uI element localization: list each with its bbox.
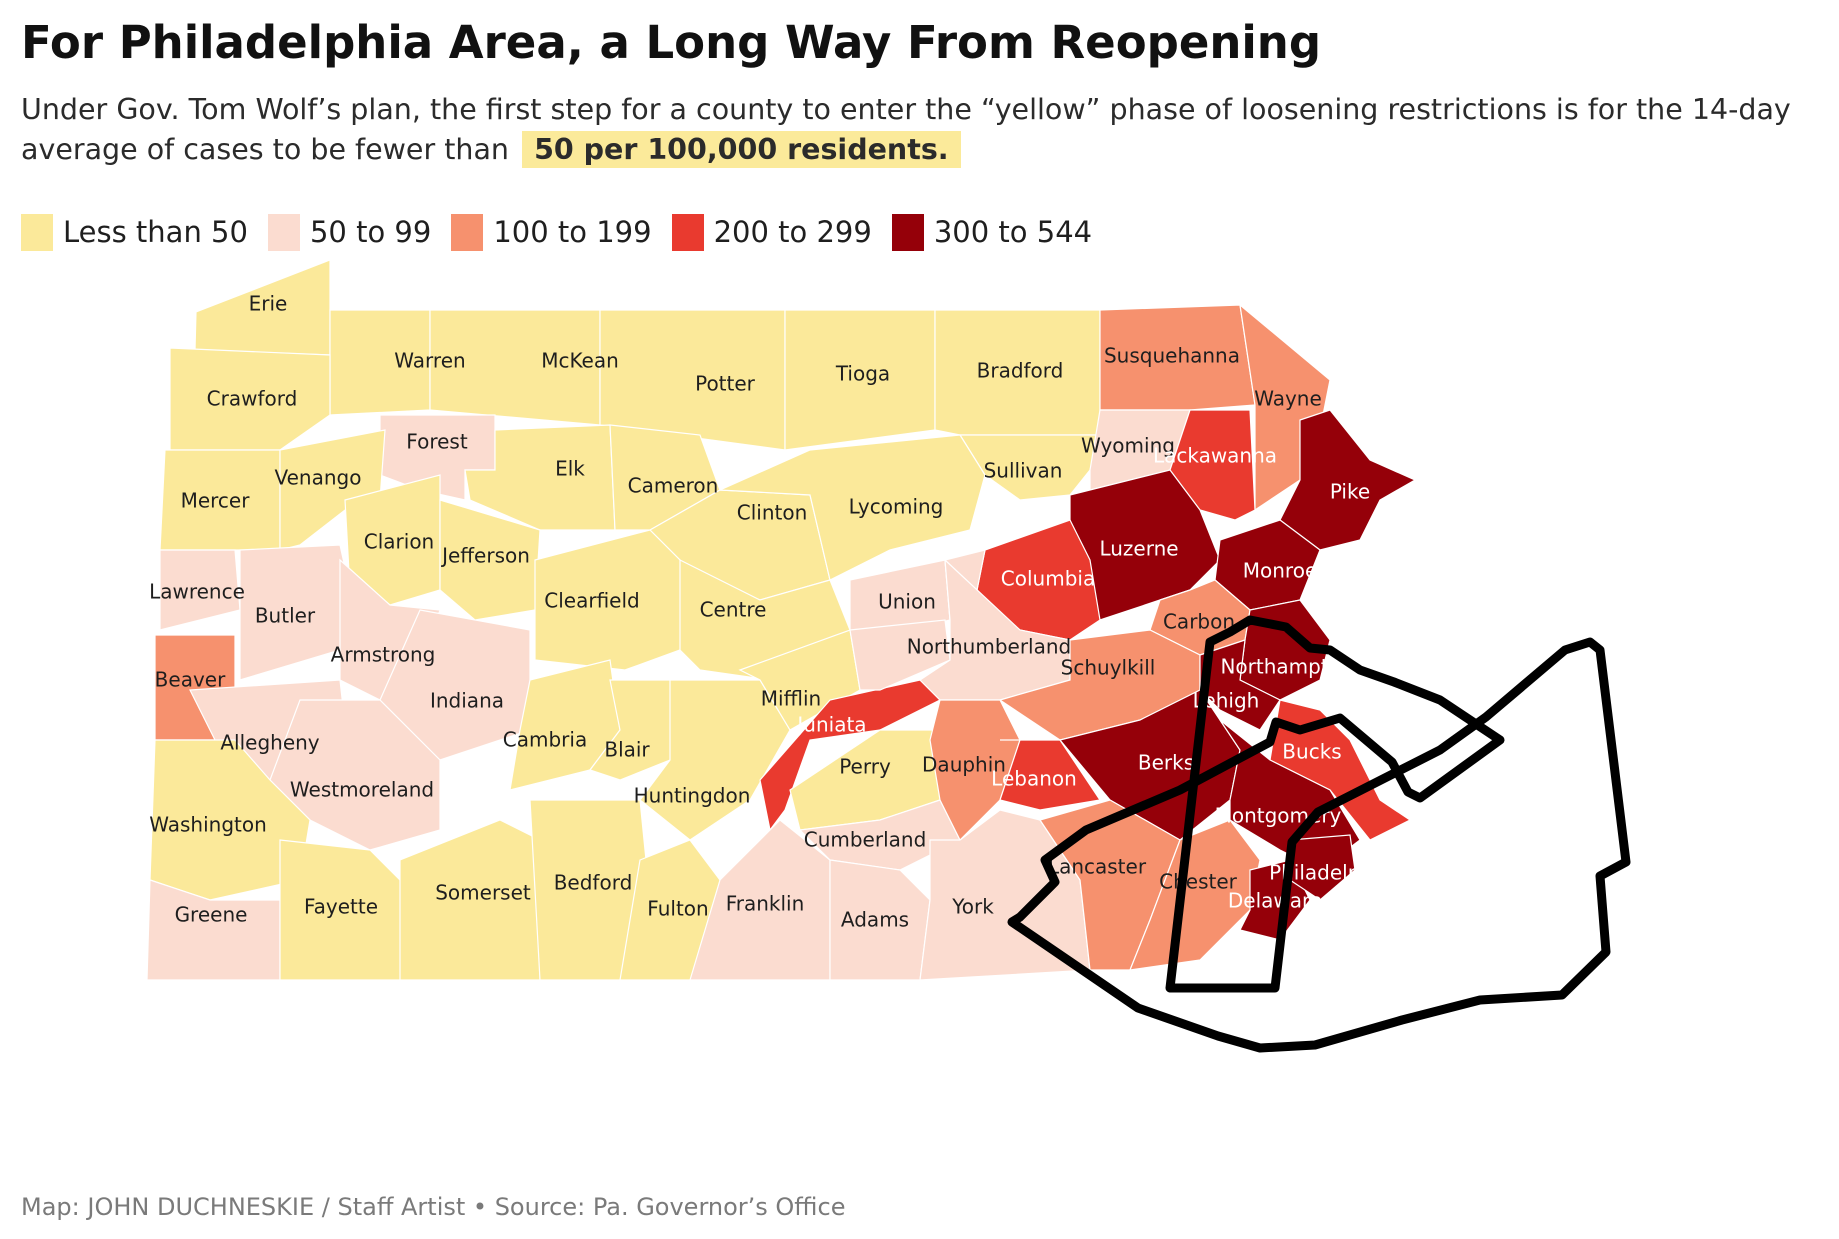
county-label: Butler bbox=[255, 604, 316, 628]
county-label: Bedford bbox=[554, 871, 633, 895]
county-label: Erie bbox=[249, 292, 288, 316]
county-label: Perry bbox=[839, 755, 891, 779]
county-label: Cumberland bbox=[804, 828, 927, 852]
legend-label: 50 to 99 bbox=[309, 215, 432, 249]
county-label: Bradford bbox=[977, 359, 1064, 383]
legend-swatch bbox=[451, 213, 484, 251]
legend: Less than 50 50 to 99 100 to 199 200 to 299… bbox=[21, 211, 1112, 253]
chart-title: For Philadelphia Area, a Long Way From R… bbox=[21, 16, 1322, 69]
legend-item: 50 to 99 bbox=[267, 213, 432, 251]
legend-item: 300 to 544 bbox=[891, 213, 1093, 251]
county-label: Lycoming bbox=[849, 495, 944, 519]
county-label: Mercer bbox=[181, 489, 251, 513]
legend-swatch bbox=[671, 213, 704, 251]
county-label: Sullivan bbox=[984, 459, 1063, 483]
county-label: Washington bbox=[149, 813, 267, 837]
county-label: Blair bbox=[604, 738, 650, 762]
county-label: Clarion bbox=[364, 530, 434, 554]
county-label: Warren bbox=[394, 349, 465, 373]
county-label: Northampton bbox=[1220, 655, 1353, 679]
county-label: Somerset bbox=[435, 881, 531, 905]
county-label: Schuylkill bbox=[1061, 656, 1156, 680]
county-label: Centre bbox=[700, 598, 767, 622]
county-label: Crawford bbox=[207, 387, 298, 411]
county-lycoming bbox=[719, 434, 986, 581]
legend-label: Less than 50 bbox=[63, 215, 248, 249]
county-label: York bbox=[951, 895, 994, 919]
county-chester bbox=[1129, 819, 1261, 971]
subtitle-highlight: 50 per 100,000 residents. bbox=[522, 131, 961, 168]
county-label: Fayette bbox=[304, 895, 378, 919]
legend-label: 200 to 299 bbox=[713, 215, 872, 249]
county-snyder bbox=[849, 619, 951, 691]
county-label: Juniata bbox=[795, 713, 866, 737]
legend-swatch bbox=[21, 213, 53, 251]
county-label: Chester bbox=[1159, 870, 1238, 894]
legend-swatch bbox=[267, 213, 300, 251]
county-forest bbox=[379, 414, 496, 501]
county-label: Beaver bbox=[155, 668, 226, 692]
county-label: Indiana bbox=[430, 689, 504, 713]
county-label: Carbon bbox=[1163, 610, 1235, 634]
county-label: Armstrong bbox=[331, 643, 436, 667]
county-label: Wyoming bbox=[1081, 434, 1175, 458]
county-label: Susquehanna bbox=[1104, 344, 1240, 368]
county-label: Lawrence bbox=[149, 580, 245, 604]
county-label: Luzerne bbox=[1099, 537, 1178, 561]
county-label: Adams bbox=[841, 908, 909, 932]
county-label: Lebanon bbox=[991, 767, 1077, 791]
county-label: Union bbox=[878, 590, 936, 614]
legend-item: 100 to 199 bbox=[451, 213, 652, 251]
legend-item: Less than 50 bbox=[21, 213, 248, 251]
county-label: Pike bbox=[1330, 480, 1370, 504]
county-label: Elk bbox=[555, 457, 585, 481]
county-label: Clearfield bbox=[544, 589, 639, 613]
county-label: Columbia bbox=[1001, 567, 1095, 591]
county-label: Lancaster bbox=[1048, 855, 1147, 879]
county-label: Lackawanna bbox=[1153, 444, 1277, 468]
montgomery-star-icon bbox=[1454, 890, 1510, 942]
county-label: Monroe bbox=[1243, 559, 1318, 583]
county-pike bbox=[1279, 409, 1417, 551]
county-label: Forest bbox=[406, 430, 468, 454]
county-label: Cambria bbox=[503, 728, 587, 752]
county-label: Bucks bbox=[1282, 740, 1341, 764]
county-label: Wayne bbox=[1254, 387, 1322, 411]
county-label: McKean bbox=[541, 349, 619, 373]
county-warren bbox=[329, 309, 431, 416]
county-dauphin bbox=[929, 699, 1021, 842]
county-label: Huntingdon bbox=[634, 784, 751, 808]
county-label: Berks bbox=[1138, 751, 1194, 775]
county-crawford bbox=[169, 347, 331, 451]
legend-label: 300 to 544 bbox=[933, 215, 1093, 249]
county-label: Clinton bbox=[737, 501, 808, 525]
chart-subtitle: Under Gov. Tom Wolf’s plan, the first st… bbox=[21, 90, 1811, 170]
county-label: Allegheny bbox=[220, 731, 319, 755]
county-label: Westmoreland bbox=[290, 778, 434, 802]
county-label: Franklin bbox=[726, 892, 805, 916]
county-label: Greene bbox=[175, 903, 248, 927]
legend-label: 100 to 199 bbox=[493, 215, 652, 249]
county-label: Tioga bbox=[835, 362, 890, 386]
legend-item: 200 to 299 bbox=[671, 213, 872, 251]
county-label: Mifflin bbox=[761, 687, 821, 711]
county-label: Dauphin bbox=[922, 753, 1006, 777]
county-jefferson bbox=[439, 499, 541, 621]
county-label: Venango bbox=[275, 466, 362, 490]
county-label: Cameron bbox=[628, 474, 719, 498]
county-label: Jefferson bbox=[440, 544, 530, 568]
county-label: Northumberland bbox=[907, 635, 1072, 659]
county-label: Potter bbox=[695, 372, 756, 396]
southeast-region-outline bbox=[1007, 615, 1631, 1053]
county-label: Delaware bbox=[1228, 889, 1322, 913]
pennsylvania-county-map: Erie Warren McKean Potter Tioga Bradford Susqu… bbox=[146, 260, 1631, 1053]
source-credit: Map: JOHN DUCHNESKIE / Staff Artist • So… bbox=[21, 1193, 846, 1221]
county-label: Fulton bbox=[647, 897, 708, 921]
legend-swatch bbox=[891, 213, 924, 251]
county-susquehanna bbox=[1099, 304, 1256, 411]
subtitle-text: Under Gov. Tom Wolf’s plan, the first st… bbox=[21, 93, 1791, 166]
